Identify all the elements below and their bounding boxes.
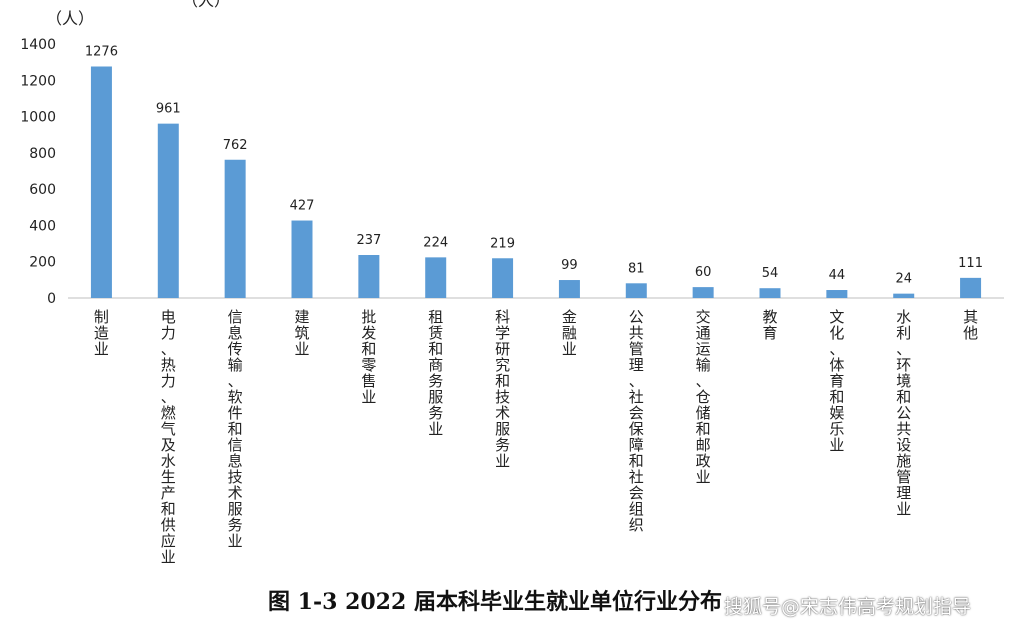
bar <box>558 280 580 298</box>
y-tick-label: 200 <box>29 255 56 271</box>
category-label: 建筑业 <box>294 308 309 358</box>
data-label: 111 <box>958 256 983 271</box>
data-label: 219 <box>490 236 515 251</box>
data-label: 762 <box>223 138 248 153</box>
y-tick-label: 0 <box>47 291 56 307</box>
y-tick-label: 1400 <box>20 37 56 53</box>
bar <box>759 288 781 298</box>
category-label: 教育 <box>762 308 777 342</box>
y-tick-label: 1000 <box>20 110 56 126</box>
y-tick-label: 1200 <box>20 73 56 89</box>
category-label: 其他 <box>963 308 978 342</box>
y-unit-label: （人） <box>46 9 94 28</box>
bar <box>90 66 112 298</box>
category-label: 电力、热力、燃气及水生产和供应业 <box>161 308 176 566</box>
bar <box>492 258 514 298</box>
data-label: 961 <box>156 102 181 117</box>
y-unit-label-top: （人） <box>182 0 230 10</box>
watermark: 搜狐号@宋志伟高考规划指导 <box>724 596 972 618</box>
data-label: 224 <box>423 235 448 250</box>
bar <box>291 220 313 298</box>
bar <box>826 290 848 298</box>
category-label: 信息传输、软件和信息技术服务业 <box>228 308 243 550</box>
bar <box>157 123 179 298</box>
bar <box>425 257 447 298</box>
data-label: 99 <box>561 258 578 273</box>
bar <box>358 255 380 298</box>
category-label: 水利、环境和公共设施管理业 <box>896 308 911 518</box>
y-tick-label: 400 <box>29 218 56 234</box>
data-label: 1276 <box>85 44 118 59</box>
bar <box>893 293 915 298</box>
bar <box>224 159 246 298</box>
data-label: 237 <box>356 233 381 248</box>
category-label: 公共管理、社会保障和社会组织 <box>629 308 644 534</box>
category-label: 科学研究和技术服务业 <box>495 308 510 470</box>
data-label: 24 <box>895 272 912 287</box>
category-label: 租赁和商务服务业 <box>428 308 443 438</box>
figure-caption: 图 1-3 2022 届本科毕业生就业单位行业分布 <box>268 589 722 615</box>
bar <box>625 283 647 298</box>
data-label: 427 <box>290 199 315 214</box>
category-label: 金融业 <box>562 308 577 358</box>
y-tick-label: 800 <box>29 146 56 162</box>
data-label: 54 <box>762 266 779 281</box>
category-label: 批发和零售业 <box>361 308 376 406</box>
category-label: 文化、体育和娱乐业 <box>829 308 844 454</box>
bar <box>692 287 714 298</box>
category-label: 制造业 <box>94 308 109 358</box>
data-label: 60 <box>695 265 712 280</box>
data-label: 81 <box>628 261 645 276</box>
data-label: 44 <box>829 268 846 283</box>
y-tick-label: 600 <box>29 182 56 198</box>
category-label: 交通运输、仓储和邮政业 <box>696 308 711 486</box>
bar <box>960 277 982 298</box>
